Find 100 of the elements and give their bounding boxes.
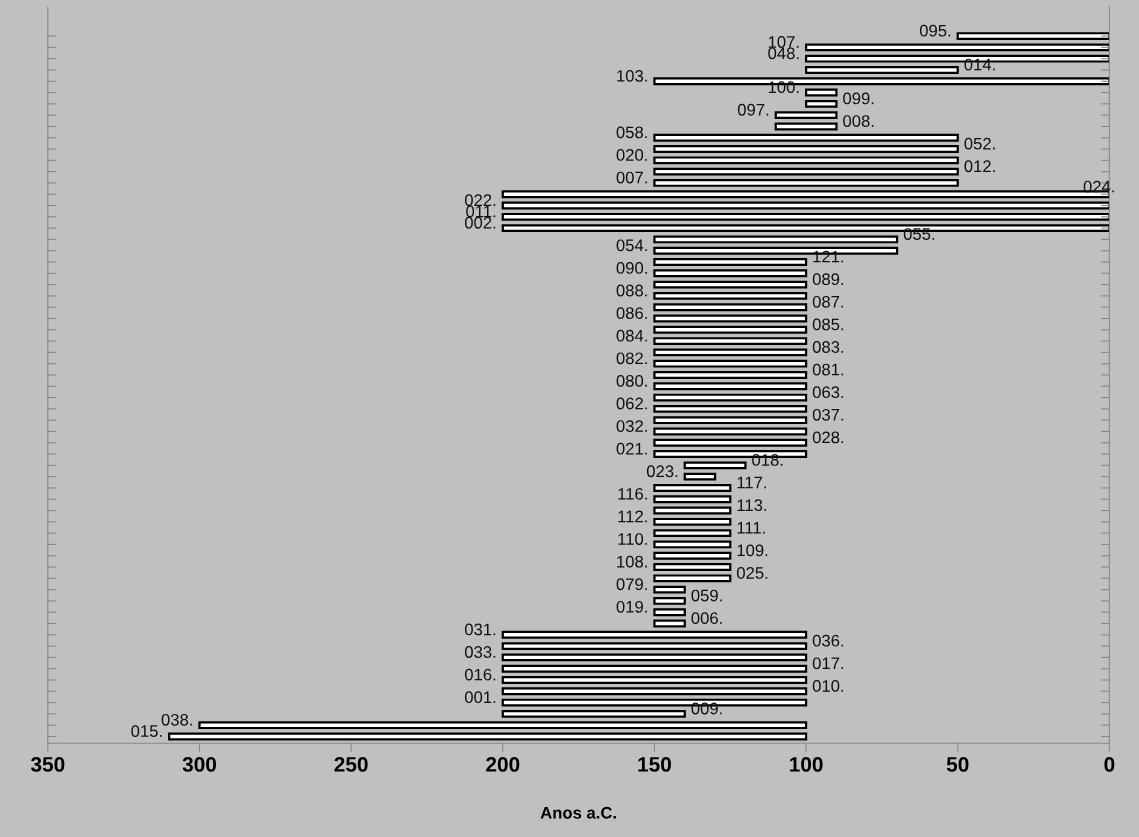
annotation: 007. <box>616 171 647 184</box>
bar <box>956 32 1110 40</box>
bar <box>653 438 808 447</box>
bar <box>653 619 686 628</box>
annotation: 022. <box>464 194 496 207</box>
annotation: 024. <box>1083 180 1114 193</box>
bar <box>804 88 838 97</box>
bar <box>501 709 686 718</box>
bar <box>653 269 808 278</box>
x-tick-label: 150 <box>638 757 671 772</box>
bar <box>653 506 732 515</box>
bar <box>653 382 808 391</box>
bar <box>653 404 808 413</box>
bar <box>653 596 686 605</box>
annotation: 080. <box>616 374 647 387</box>
annotation: 107. <box>768 36 799 48</box>
annotation: 002. <box>464 216 496 229</box>
annotation: 016. <box>464 668 496 681</box>
bar <box>501 630 808 639</box>
annotation: 116. <box>618 487 647 500</box>
annotation: 090. <box>616 262 647 274</box>
bar <box>501 687 808 696</box>
annotation: 058. <box>616 126 647 139</box>
bar <box>653 371 808 379</box>
annotation: 089. <box>812 273 844 286</box>
annotation: 109. <box>737 544 768 557</box>
annotation: 033. <box>464 646 496 658</box>
annotation: 028. <box>812 431 844 444</box>
bar <box>653 156 959 165</box>
bar <box>653 393 808 402</box>
annotation: 083. <box>812 341 844 353</box>
bar <box>653 235 899 244</box>
bar <box>774 122 838 131</box>
bar <box>653 348 808 357</box>
annotation: 063. <box>812 386 844 399</box>
annotation: 117. <box>737 476 767 489</box>
annotation: 021. <box>616 442 647 455</box>
bar <box>774 111 838 120</box>
bar <box>501 201 1110 210</box>
annotation: 099. <box>843 92 874 105</box>
bar <box>653 145 959 153</box>
bar <box>653 585 686 594</box>
annotation: 081. <box>812 363 844 376</box>
annotation: 097. <box>737 103 769 116</box>
annotation: 019. <box>616 600 647 613</box>
bar <box>653 495 732 504</box>
x-tick-label: 50 <box>946 757 969 772</box>
bar <box>653 608 686 617</box>
annotation: 054. <box>616 239 647 252</box>
annotation: 079. <box>616 578 647 591</box>
annotation: 011. <box>466 205 496 218</box>
bar <box>653 359 808 368</box>
x-tick-label: 250 <box>334 757 368 772</box>
x-axis-title: Anos a.C. <box>540 806 616 819</box>
annotation: 110. <box>618 533 647 545</box>
annotation: 015. <box>131 725 162 737</box>
bar <box>653 551 732 560</box>
annotation: 112. <box>618 510 647 523</box>
bar <box>683 472 717 481</box>
bar <box>804 99 838 108</box>
bar <box>653 337 808 346</box>
annotation: 025. <box>736 567 768 579</box>
annotation: 031. <box>464 623 496 636</box>
annotation: 087. <box>812 295 844 308</box>
x-tick-label: 300 <box>182 757 217 772</box>
bar <box>501 676 808 684</box>
annotation: 088. <box>616 284 647 297</box>
bar <box>804 43 1110 52</box>
annotation: 001. <box>464 691 496 704</box>
annotation: 014. <box>964 58 995 71</box>
bar <box>653 325 808 334</box>
annotation: 062. <box>616 397 647 410</box>
annotation: 032. <box>616 420 647 432</box>
x-tick-label: 200 <box>486 757 520 772</box>
annotation: 009. <box>691 702 722 715</box>
bar <box>653 280 808 289</box>
bar <box>653 303 808 312</box>
bar <box>501 664 808 673</box>
bar <box>653 291 808 300</box>
annotation: 008. <box>843 115 874 127</box>
annotation: 113. <box>737 499 767 512</box>
bar <box>653 133 959 142</box>
annotation: 006. <box>691 612 722 625</box>
annotation: 023. <box>646 465 678 478</box>
annotation: 086. <box>616 307 647 320</box>
x-tick-label: 0 <box>1104 757 1115 772</box>
annotation: 103. <box>617 69 647 82</box>
bar <box>653 484 732 492</box>
bar <box>653 178 959 187</box>
bar <box>804 66 959 74</box>
annotation: 085. <box>812 318 844 331</box>
annotation: 111. <box>737 522 765 534</box>
annotation: 020. <box>616 149 647 161</box>
annotation: 012. <box>964 160 995 173</box>
annotation: 084. <box>616 329 647 342</box>
bar <box>683 461 747 470</box>
annotation: 095. <box>919 24 951 37</box>
annotation: 037. <box>812 408 844 421</box>
annotation: 048. <box>768 47 799 60</box>
bar <box>653 574 732 583</box>
